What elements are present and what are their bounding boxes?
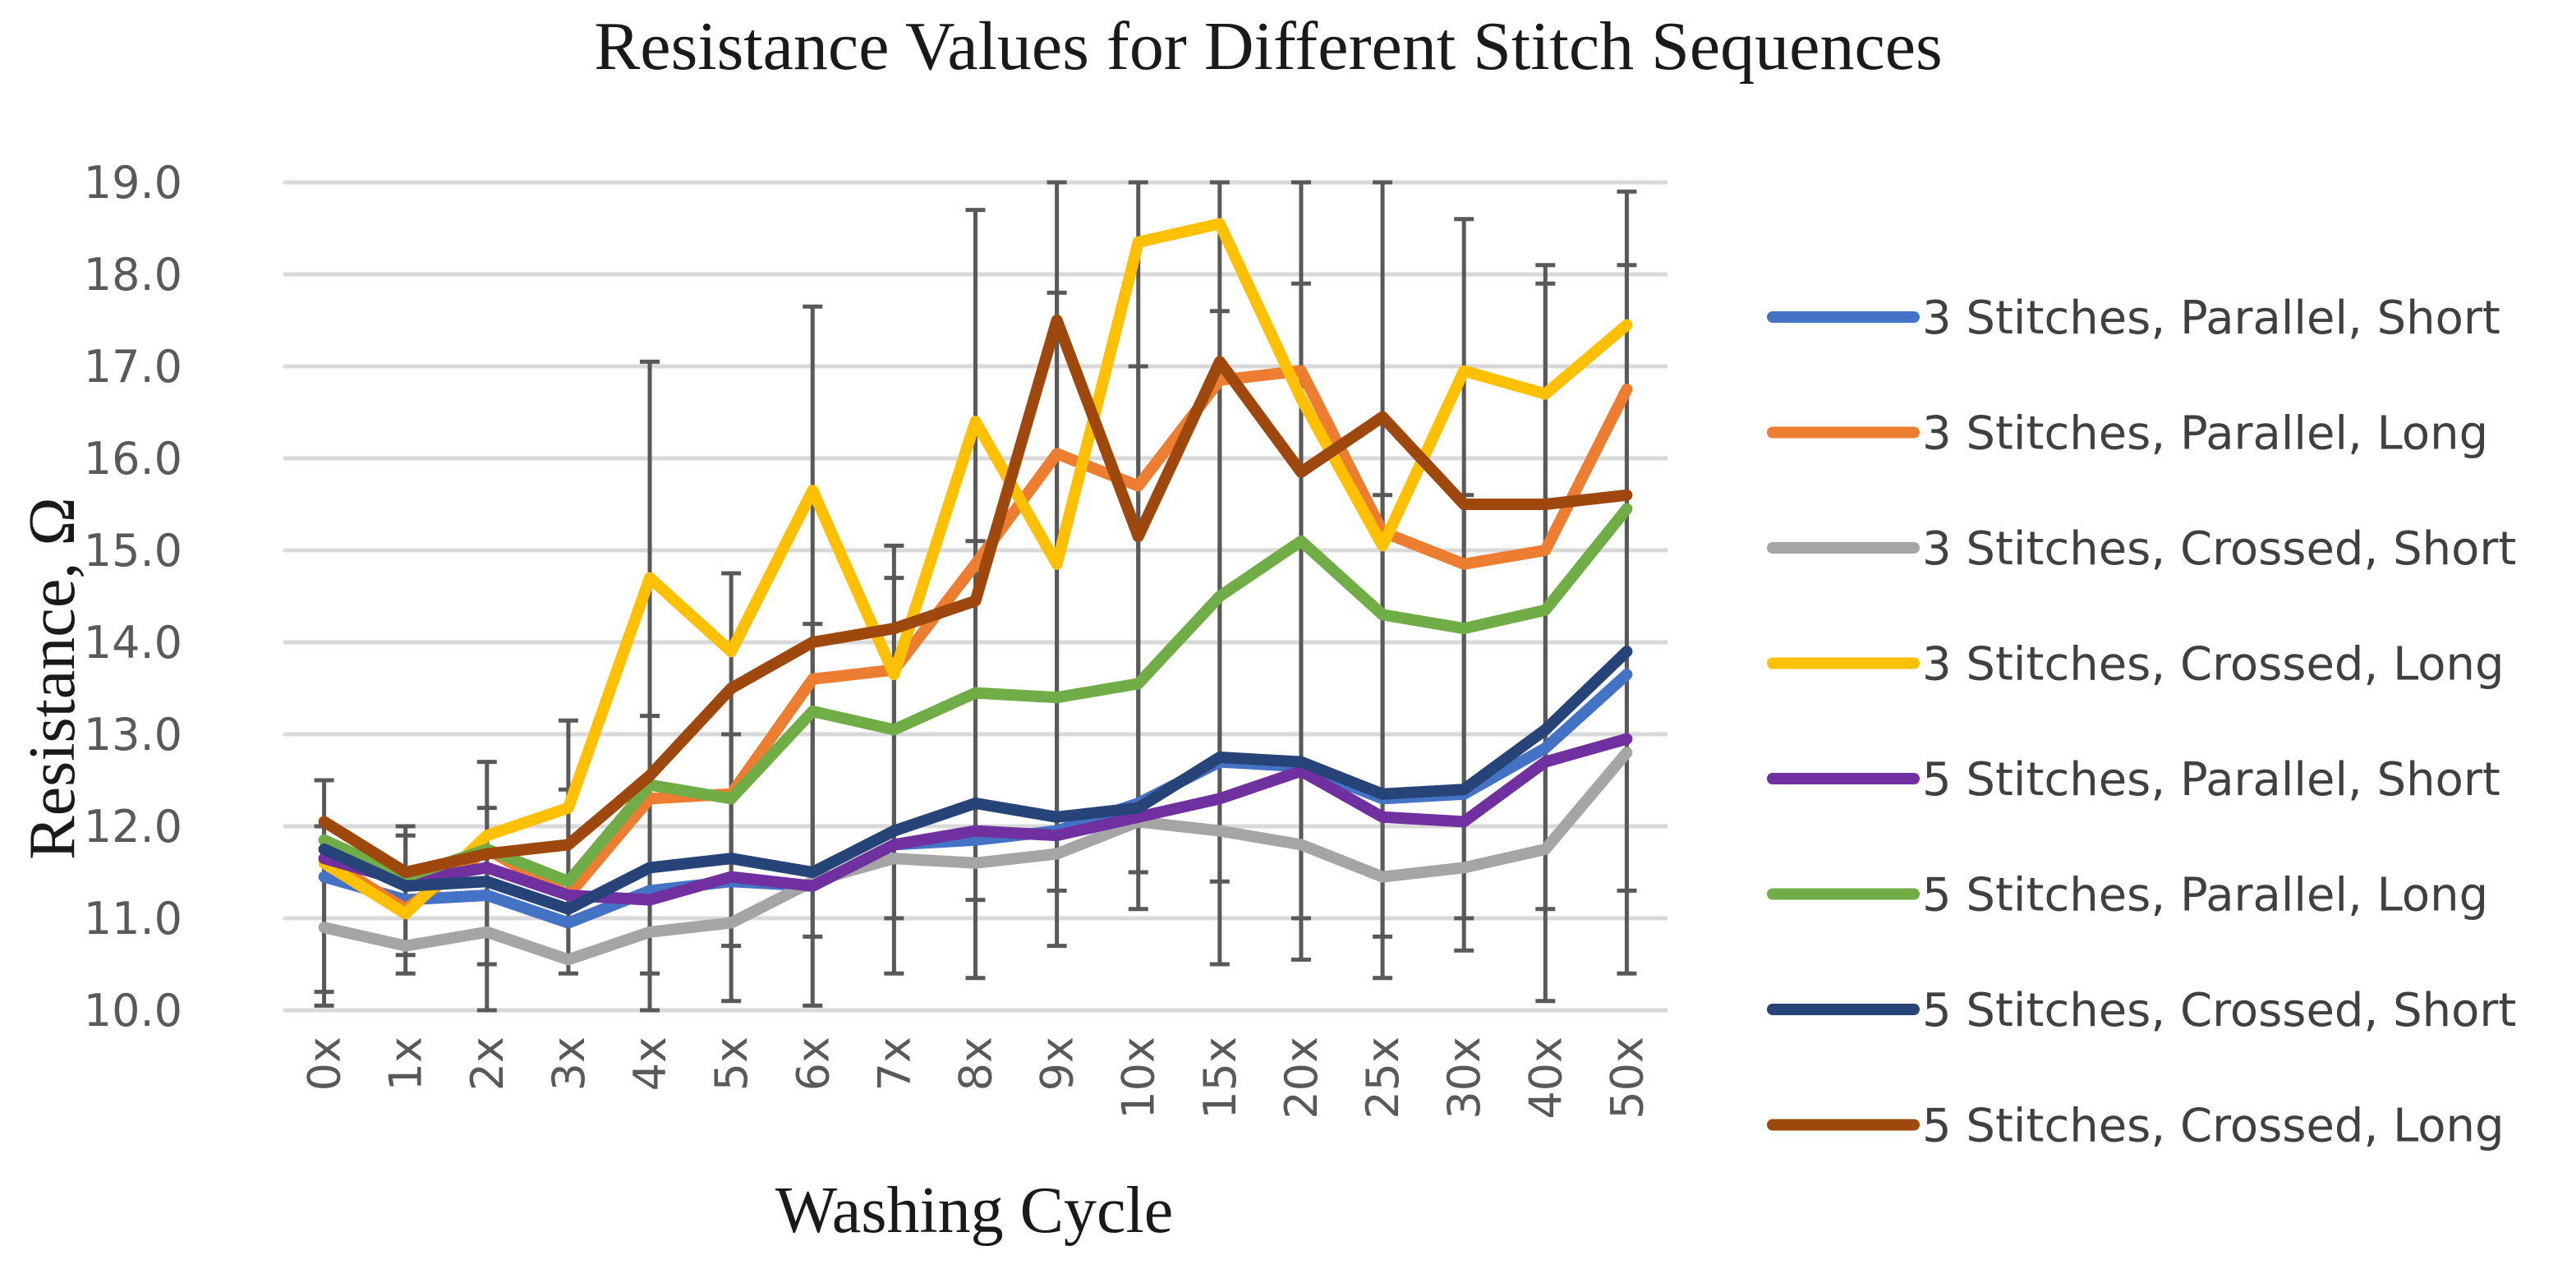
legend-label: 3 Stitches, Parallel, Short xyxy=(1922,292,2500,345)
x-tick-label: 20x xyxy=(1276,1037,1327,1119)
y-axis-title: Resistance, Ω xyxy=(16,497,89,860)
chart-title: Resistance Values for Different Stitch S… xyxy=(594,8,1942,85)
y-tick-label: 12.0 xyxy=(84,801,182,853)
legend-label: 5 Stitches, Crossed, Long xyxy=(1922,1100,2505,1153)
x-tick-label: 6x xyxy=(787,1037,839,1091)
series-line-2 xyxy=(318,365,1633,915)
series-line-8 xyxy=(318,315,1633,878)
series-line-6 xyxy=(318,503,1633,888)
x-tick-label: 2x xyxy=(462,1037,513,1091)
x-tick-label: 25x xyxy=(1357,1037,1409,1119)
series-line-5 xyxy=(318,733,1633,906)
x-tick-label: 50x xyxy=(1601,1037,1653,1119)
x-axis: 0x 1x 2x 3x 4x 5x 6x 7x 8x 9x 10x 15x 20x 25x 30x 40x 50… xyxy=(299,1037,1654,1119)
y-tick-label: 13.0 xyxy=(84,709,182,761)
x-axis-title: Washing Cycle xyxy=(775,1175,1174,1247)
x-tick-label: 3x xyxy=(543,1037,595,1091)
plot-lines xyxy=(318,218,1633,966)
y-tick-label: 11.0 xyxy=(84,893,182,945)
x-tick-label: 30x xyxy=(1438,1037,1490,1119)
y-tick-label: 17.0 xyxy=(84,341,182,393)
x-tick-label: 10x xyxy=(1113,1037,1165,1119)
legend: 3 Stitches, Parallel, Short 3 Stitches, P… xyxy=(1767,292,2516,1153)
x-tick-label: 8x xyxy=(950,1037,1002,1091)
legend-label: 3 Stitches, Parallel, Long xyxy=(1922,407,2488,461)
legend-label: 5 Stitches, Parallel, Short xyxy=(1922,753,2500,807)
x-tick-label: 9x xyxy=(1032,1037,1083,1091)
series-line-3 xyxy=(318,747,1633,966)
y-tick-label: 15.0 xyxy=(84,525,182,577)
y-tick-label: 10.0 xyxy=(84,985,182,1037)
y-tick-label: 19.0 xyxy=(84,157,182,209)
series-line-7 xyxy=(318,646,1633,915)
y-tick-label: 14.0 xyxy=(84,617,182,669)
legend-label: 5 Stitches, Crossed, Short xyxy=(1922,984,2516,1037)
y-tick-label: 16.0 xyxy=(84,433,182,485)
y-tick-label: 18.0 xyxy=(84,249,182,301)
x-tick-label: 15x xyxy=(1194,1037,1246,1119)
y-axis: 10.0 11.0 12.0 13.0 14.0 15.0 16.0 17.0 18.0 19.0 xyxy=(84,157,182,1037)
x-tick-label: 40x xyxy=(1520,1037,1571,1119)
legend-label: 3 Stitches, Crossed, Long xyxy=(1922,638,2505,692)
x-tick-label: 5x xyxy=(706,1037,757,1091)
x-tick-label: 4x xyxy=(624,1037,676,1091)
legend-label: 5 Stitches, Parallel, Long xyxy=(1922,869,2488,922)
x-tick-label: 0x xyxy=(299,1037,351,1091)
series-line-4 xyxy=(318,218,1633,920)
legend-label: 3 Stitches, Crossed, Short xyxy=(1922,522,2516,576)
x-tick-label: 7x xyxy=(868,1037,920,1091)
x-tick-label: 1x xyxy=(380,1037,432,1091)
